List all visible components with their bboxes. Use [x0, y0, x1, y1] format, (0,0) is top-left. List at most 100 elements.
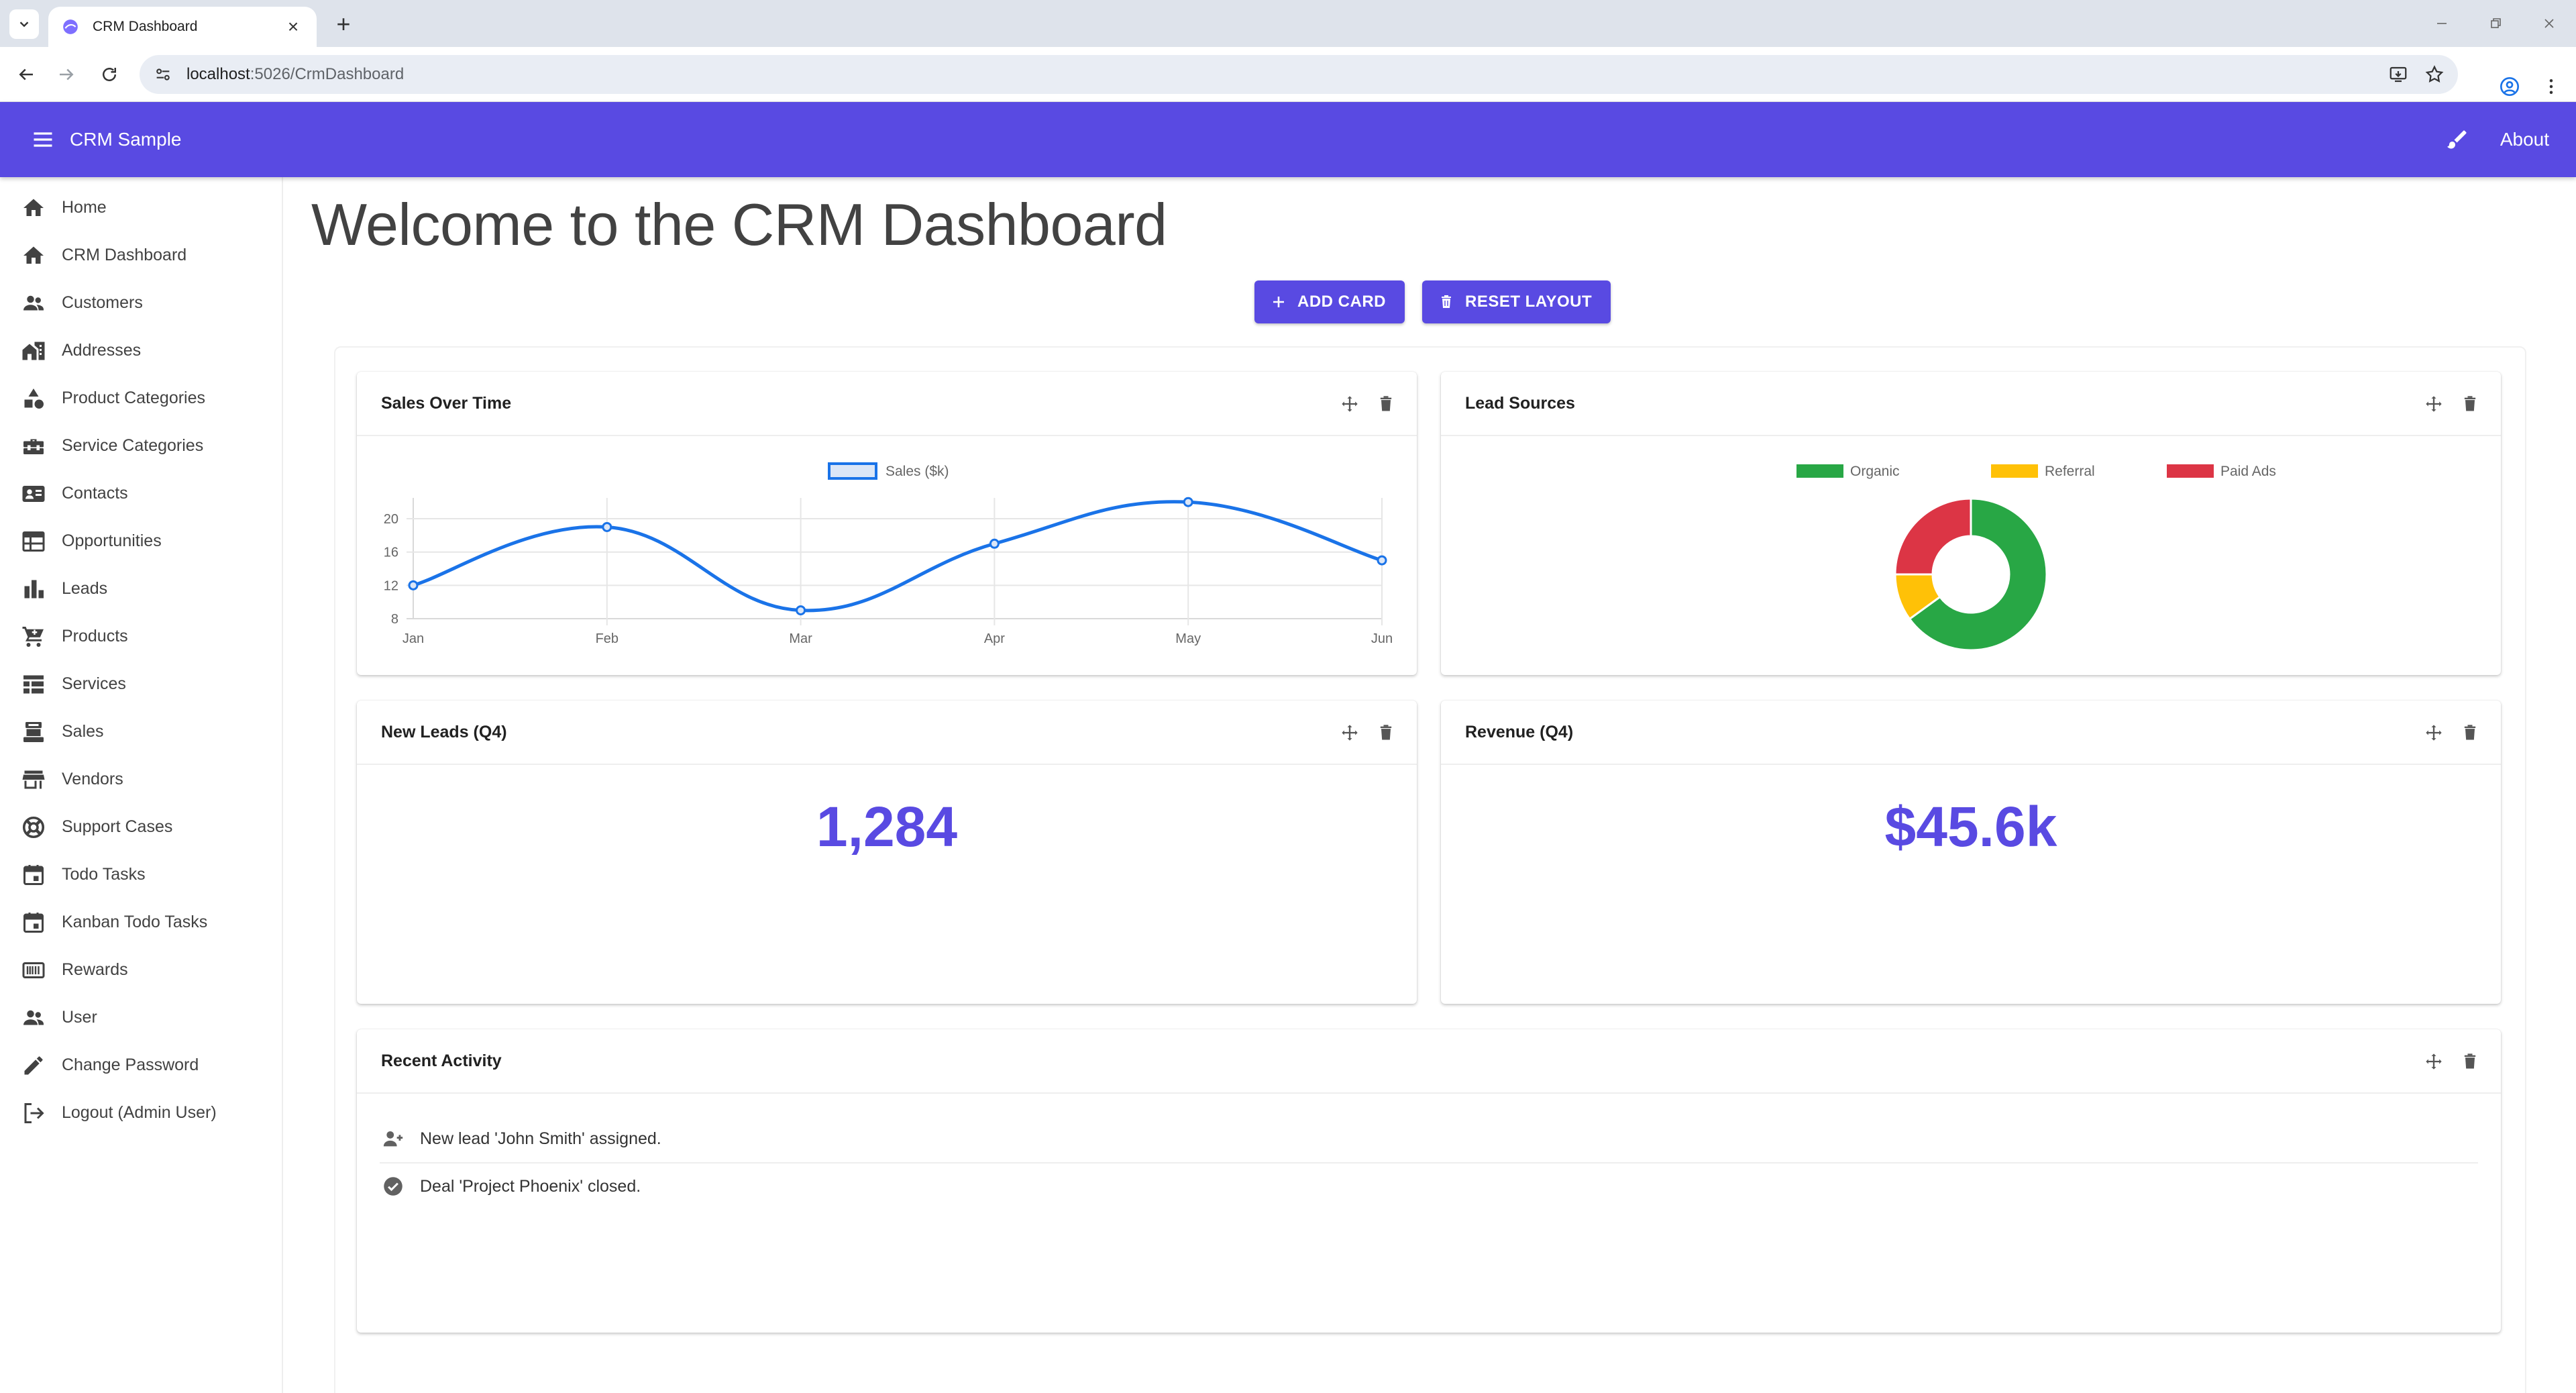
- sidebar-item-vendors[interactable]: Vendors: [0, 756, 282, 803]
- drag-handle-icon[interactable]: [1339, 393, 1360, 415]
- sidebar-item-rewards[interactable]: Rewards: [0, 946, 282, 994]
- sidebar-item-home[interactable]: Home: [0, 184, 282, 231]
- sidebar-item-label: Vendors: [62, 770, 123, 788]
- close-window-button[interactable]: [2522, 0, 2576, 47]
- sidebar-item-addresses[interactable]: Addresses: [0, 327, 282, 374]
- buildings-icon: [19, 336, 48, 366]
- forward-button[interactable]: [51, 59, 82, 90]
- chart-legend[interactable]: Organic Referral Paid Ads: [1796, 464, 2276, 479]
- drag-handle-icon[interactable]: [2423, 1051, 2445, 1072]
- drawer-toggle-button[interactable]: [28, 125, 58, 154]
- url-host: localhost: [186, 65, 250, 83]
- arrow-right-icon: [60, 68, 74, 81]
- page-title: Welcome to the CRM Dashboard: [311, 191, 1167, 258]
- card-title: Revenue (Q4): [1465, 722, 1574, 741]
- sidebar-item-service-categories[interactable]: Service Categories: [0, 422, 282, 470]
- sidebar-item-contacts[interactable]: Contacts: [0, 470, 282, 517]
- card-title: Recent Activity: [381, 1051, 502, 1070]
- add-card-label: ADD CARD: [1297, 293, 1386, 311]
- back-button[interactable]: [11, 59, 42, 90]
- reload-button[interactable]: [94, 59, 125, 90]
- card-header[interactable]: Recent Activity: [357, 1029, 2501, 1094]
- legend-label: Organic: [1850, 464, 1900, 479]
- sidebar-item-label: Home: [62, 198, 107, 217]
- lead-sources-doughnut-chart: Organic Referral Paid Ads: [1796, 464, 2276, 652]
- card-title: Lead Sources: [1465, 393, 1575, 413]
- about-link[interactable]: About: [2500, 129, 2549, 150]
- reload-icon: [103, 68, 116, 81]
- sales-line: [413, 500, 1383, 613]
- add-card-button[interactable]: ADD CARD: [1254, 280, 1405, 323]
- lifebuoy-icon: [19, 813, 48, 842]
- menu-icon: [34, 132, 52, 147]
- drag-handle-icon[interactable]: [2423, 722, 2445, 743]
- card-header[interactable]: Revenue (Q4): [1441, 701, 2501, 765]
- category-icon: [19, 384, 48, 413]
- new-tab-button[interactable]: +: [336, 10, 351, 38]
- barcode-icon: [19, 956, 48, 985]
- check-circle-icon: [380, 1173, 407, 1200]
- sidebar-item-user[interactable]: User: [0, 994, 282, 1041]
- sidebar-item-todo-tasks[interactable]: Todo Tasks: [0, 851, 282, 898]
- close-icon: [2544, 19, 2554, 28]
- drag-handle-icon[interactable]: [1339, 722, 1360, 743]
- sidebar-item-label: Kanban Todo Tasks: [62, 913, 208, 931]
- home-icon: [19, 193, 48, 223]
- drag-handle-icon[interactable]: [2423, 393, 2445, 415]
- browser-menu-button[interactable]: [2536, 71, 2567, 102]
- tab-close-icon[interactable]: ×: [287, 16, 299, 37]
- sidebar-item-label: Todo Tasks: [62, 865, 146, 884]
- sidebar-item-customers[interactable]: Customers: [0, 279, 282, 327]
- sidebar-item-label: Product Categories: [62, 389, 206, 407]
- brush-icon[interactable]: [2445, 127, 2469, 152]
- sidebar-item-label: Leads: [62, 579, 108, 598]
- data-point: [1377, 555, 1387, 566]
- card-header[interactable]: New Leads (Q4): [357, 701, 1417, 765]
- sidebar-item-change-password[interactable]: Change Password: [0, 1041, 282, 1089]
- sidebar-item-label: Services: [62, 674, 126, 693]
- reset-layout-button[interactable]: RESET LAYOUT: [1422, 280, 1611, 323]
- sidebar-item-label: Sales: [62, 722, 104, 741]
- install-app-icon[interactable]: [2388, 64, 2408, 85]
- delete-icon[interactable]: [1375, 722, 1397, 743]
- sidebar-item-crm-dashboard[interactable]: CRM Dashboard: [0, 231, 282, 279]
- profile-button[interactable]: [2494, 71, 2525, 102]
- sidebar-item-products[interactable]: Products: [0, 613, 282, 660]
- restore-button[interactable]: [2469, 0, 2522, 47]
- x-axis-ticks: Jan Feb Mar Apr May Jun: [402, 631, 1393, 646]
- sidebar-item-opportunities[interactable]: Opportunities: [0, 517, 282, 565]
- x-tick-label: Feb: [596, 631, 619, 646]
- delete-icon[interactable]: [2459, 1051, 2481, 1072]
- profile-icon: [2500, 77, 2519, 96]
- card-header[interactable]: Lead Sources: [1441, 372, 2501, 436]
- chart-legend[interactable]: Sales ($k): [828, 462, 949, 480]
- minimize-icon: [2437, 23, 2447, 24]
- sidebar-item-leads[interactable]: Leads: [0, 565, 282, 613]
- delete-icon[interactable]: [1375, 393, 1397, 415]
- bookmark-star-icon[interactable]: [2424, 64, 2445, 85]
- sidebar-item-label: Rewards: [62, 960, 128, 979]
- delete-icon[interactable]: [2459, 393, 2481, 415]
- plus-icon: [1273, 297, 1284, 307]
- pencil-icon: [19, 1051, 48, 1080]
- tab-search-button[interactable]: [9, 9, 39, 39]
- sidebar-item-support-cases[interactable]: Support Cases: [0, 803, 282, 851]
- sidebar-item-logout[interactable]: Logout (Admin User): [0, 1089, 282, 1137]
- sidebar-item-services[interactable]: Services: [0, 660, 282, 708]
- minimize-button[interactable]: [2415, 0, 2469, 47]
- sidebar-item-label: CRM Dashboard: [62, 246, 187, 264]
- sidebar-item-label: Products: [62, 627, 128, 646]
- sidebar-item-product-categories[interactable]: Product Categories: [0, 374, 282, 422]
- card-title: New Leads (Q4): [381, 722, 507, 741]
- sidebar-item-sales[interactable]: Sales: [0, 708, 282, 756]
- sidebar-item-kanban-todo-tasks[interactable]: Kanban Todo Tasks: [0, 898, 282, 946]
- card-header[interactable]: Sales Over Time: [357, 372, 1417, 436]
- more-vertical-icon: [2549, 79, 2553, 94]
- list-item: Deal 'Project Phoenix' closed.: [380, 1162, 2478, 1209]
- delete-icon[interactable]: [2459, 722, 2481, 743]
- x-tick-label: Mar: [789, 631, 812, 646]
- chevron-down-icon: [19, 21, 29, 28]
- browser-tab[interactable]: CRM Dashboard ×: [48, 7, 317, 47]
- address-bar[interactable]: localhost:5026/CrmDashboard: [140, 55, 2458, 94]
- site-info-icon[interactable]: [152, 63, 174, 86]
